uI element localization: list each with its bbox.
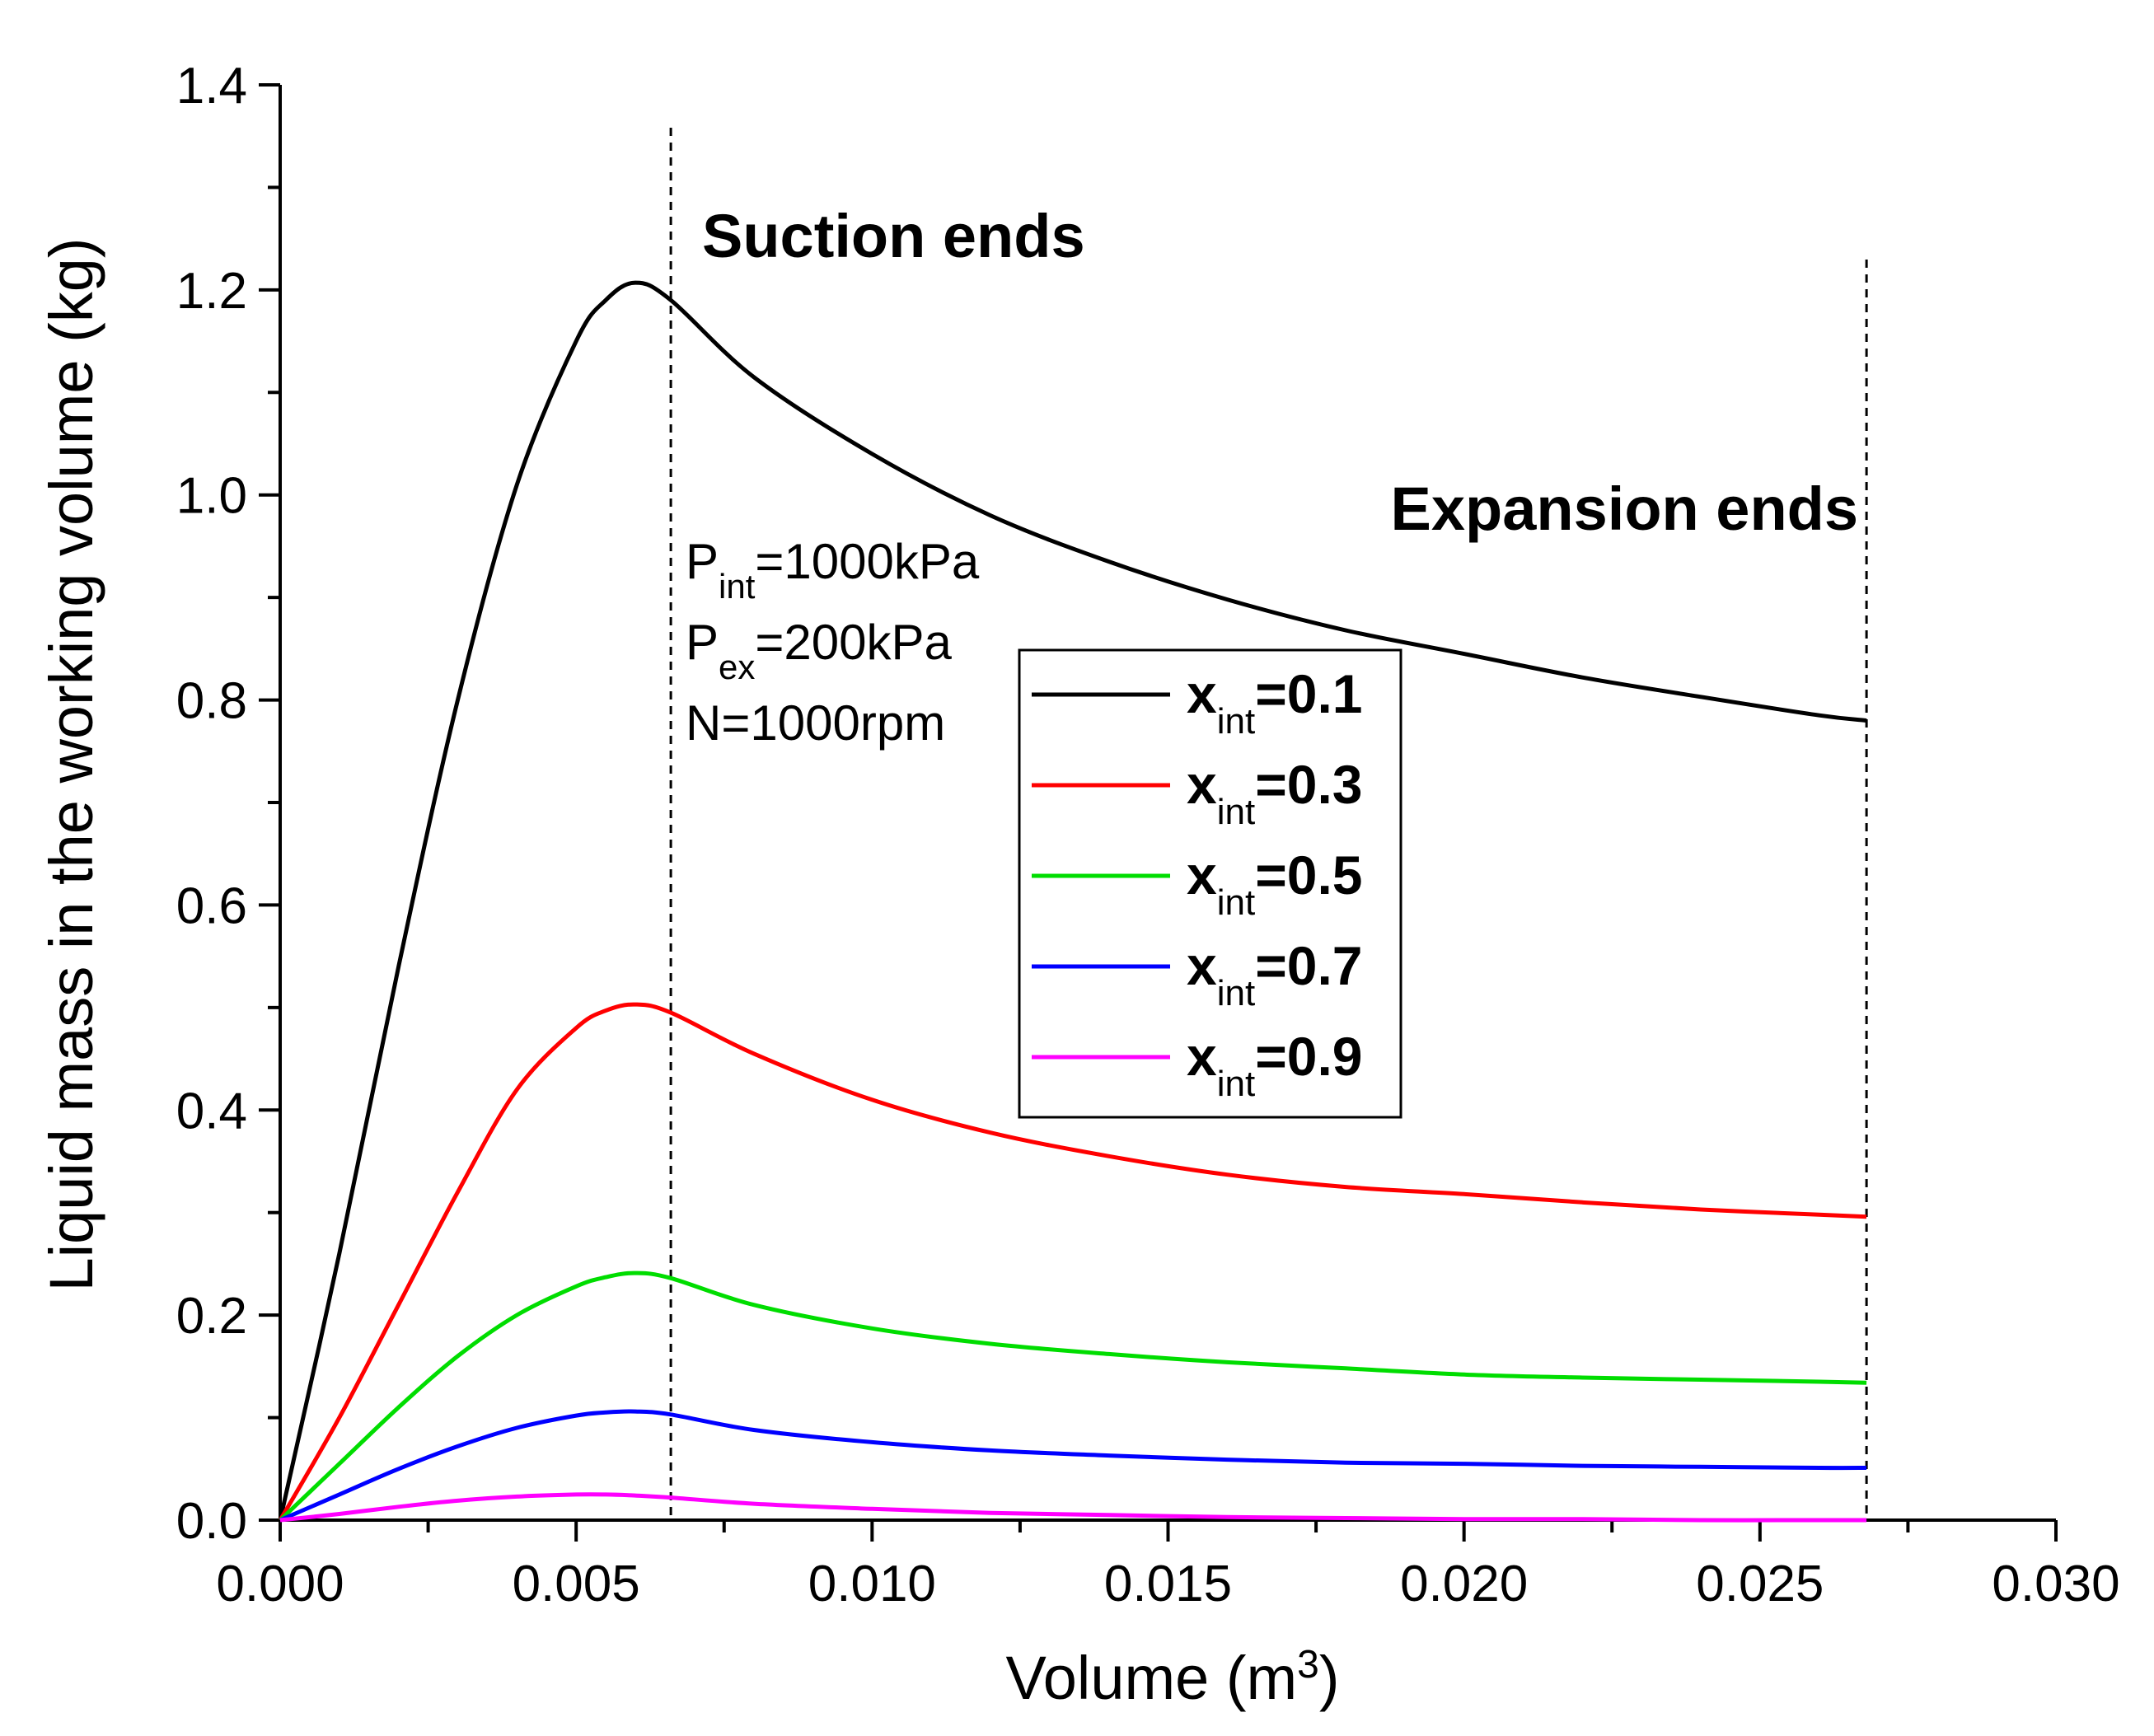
x-tick-label: 0.015 [1104,1556,1232,1612]
axes: 0.000 0.005 0.010 0.015 0.020 0.025 0.030 0.0 0.… [176,58,2120,1612]
parameter-pex: Pex=200kPa [686,615,953,686]
x-tick-label: 0.020 [1400,1556,1528,1612]
series-line-1 [278,280,1867,1521]
y-tick-label: 0.4 [176,1083,247,1139]
y-tick-label: 0.6 [176,877,247,934]
legend-label: xint=0.5 [1187,845,1363,923]
y-tick-label: 1.4 [176,58,247,115]
legend: xint=0.1 xint=0.3 xint=0.5 xint=0.7 xint=0.9 [1018,648,1402,1119]
y-tick-label: 0.8 [176,673,247,730]
parameter-pint: Pint=1000kPa [686,534,980,606]
series-line-3 [279,1270,1867,1522]
parameter-speed: N=1000rpm [686,695,945,751]
legend-label: xint=0.7 [1187,935,1363,1013]
series-line-4 [279,1409,1867,1523]
y-tick-label: 0.0 [176,1493,247,1550]
series-lines [278,280,1867,1523]
legend-label: xint=0.3 [1187,754,1363,832]
x-tick-label: 0.005 [513,1556,640,1612]
x-axis-title: Volume (m3) [1005,1643,1339,1713]
y-tick-label: 0.2 [176,1288,247,1345]
legend-label: xint=0.9 [1187,1026,1363,1104]
legend-label: xint=0.1 [1187,663,1363,742]
suction-ends-label: Suction ends [702,202,1085,270]
y-tick-label: 1.2 [176,263,247,320]
y-axis-title: Liquid mass in the working volume (kg) [37,237,105,1291]
legend-box [1018,648,1402,1119]
series-line-2 [278,1002,1867,1522]
expansion-ends-label: Expansion ends [1391,475,1858,543]
x-tick-label: 0.010 [808,1556,936,1612]
x-tick-label: 0.000 [216,1556,344,1612]
parameter-list: Pint=1000kPa Pex=200kPa N=1000rpm [686,534,980,751]
y-tick-label: 1.0 [176,468,247,525]
x-tick-label: 0.025 [1696,1556,1824,1612]
series-line-5 [279,1492,1867,1523]
reference-lines [669,128,1868,1520]
x-tick-label: 0.030 [1992,1556,2119,1612]
